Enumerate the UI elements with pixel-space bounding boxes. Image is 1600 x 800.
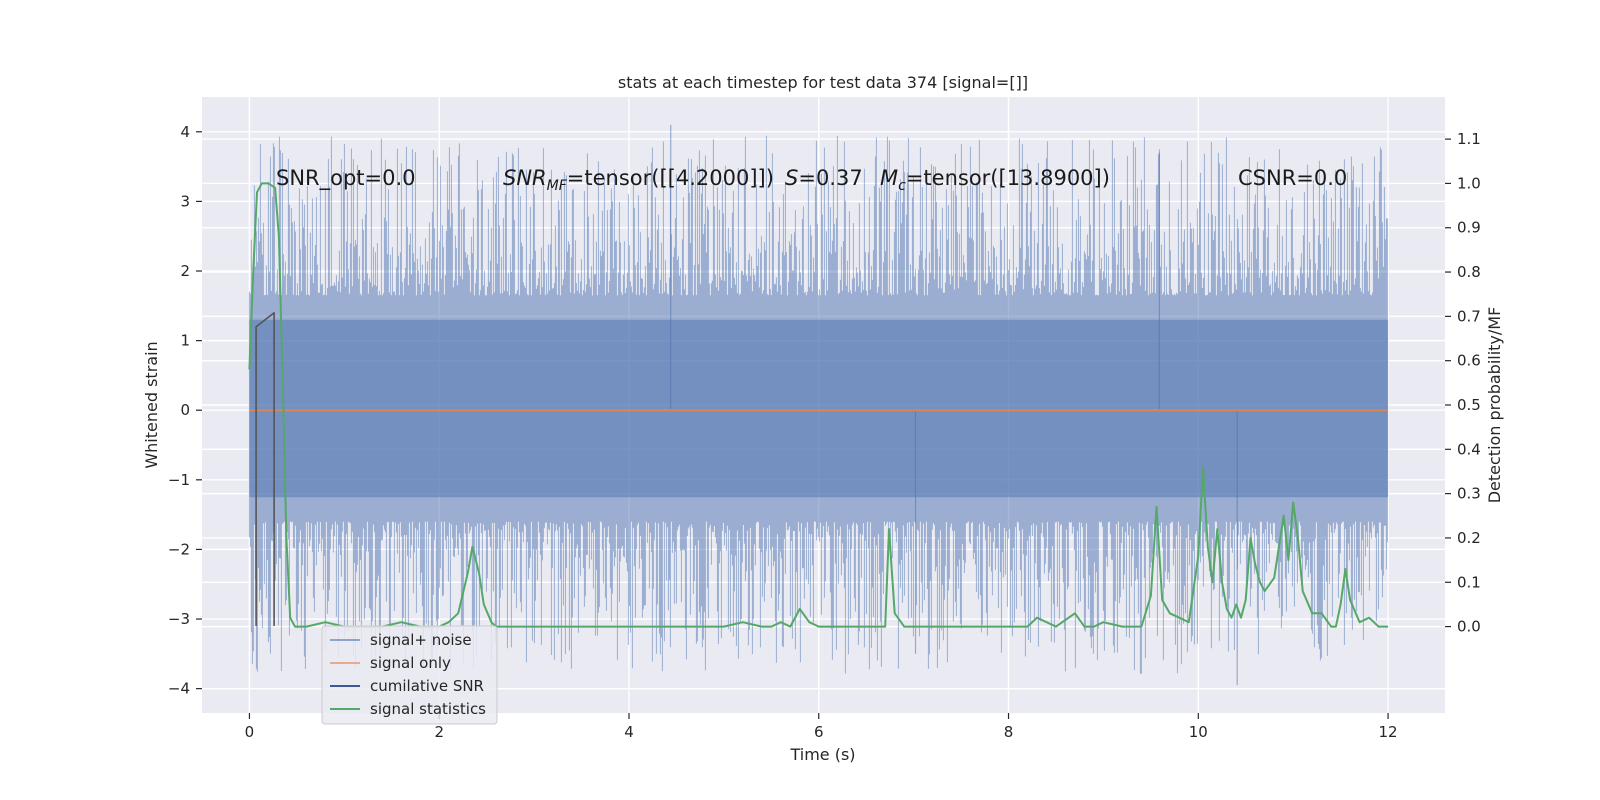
- y2-tick-label-0: 1.1: [1457, 130, 1481, 148]
- y2-tick-label-10: 0.1: [1457, 573, 1481, 591]
- y-tick-label-0: 4: [180, 123, 190, 141]
- annotation-snr-mf-sub: MF: [547, 178, 568, 194]
- annotation-s-symbol: S: [785, 166, 798, 190]
- y2-tick-label-1: 1.0: [1457, 174, 1481, 192]
- y2-axis-label: Detection probability/MF: [1485, 307, 1504, 504]
- y2-tick-label-6: 0.5: [1457, 396, 1481, 414]
- y2-tick-label-2: 0.9: [1457, 219, 1481, 237]
- y2-tick-label-4: 0.7: [1457, 307, 1481, 325]
- legend-label-2: cumilative SNR: [370, 677, 484, 695]
- x-tick-label-6: 12: [1379, 723, 1398, 741]
- y-tick-label-2: 2: [180, 262, 190, 280]
- y-tick-label-5: −1: [168, 471, 190, 489]
- x-tick-label-1: 2: [434, 723, 444, 741]
- y2-tick-label-3: 0.8: [1457, 263, 1481, 281]
- y-tick-label-3: 1: [180, 332, 190, 350]
- annotation-mc-value: =tensor([13.8900]): [906, 166, 1110, 190]
- x-tick-label-0: 0: [245, 723, 255, 741]
- y2-tick-label-7: 0.4: [1457, 440, 1481, 458]
- annotation-csnr: CSNR=0.0: [1238, 166, 1347, 190]
- x-tick-label-3: 6: [814, 723, 824, 741]
- annotation-mc: Mc=tensor([13.8900]): [880, 166, 1110, 194]
- y2-tick-label-8: 0.3: [1457, 485, 1481, 503]
- legend: signal+ noise signal only cumilative SNR si…: [321, 625, 498, 725]
- y2-tick-label-11: 0.0: [1457, 618, 1481, 636]
- y-tick-label-7: −3: [168, 610, 190, 628]
- series-line-signal-statistics: [248, 182, 1389, 628]
- x-axis-label: Time (s): [789, 745, 855, 764]
- annotations: SNR_opt=0.0 SNRMF=tensor([[4.2000]]) S=0…: [276, 166, 1347, 194]
- annotation-snr-mf-value: =tensor([[4.2000]]): [567, 166, 774, 190]
- annotation-snr-mf: SNRMF=tensor([[4.2000]]): [503, 166, 774, 194]
- annotation-snr-opt: SNR_opt=0.0: [276, 166, 416, 191]
- x-tick-label-5: 10: [1189, 723, 1208, 741]
- y2-tick-label-5: 0.6: [1457, 352, 1481, 370]
- y-tick-label-4: 0: [180, 401, 190, 419]
- y-axis-label: Whitened strain: [142, 341, 161, 468]
- series-signal-plus-noise: [248, 124, 1389, 686]
- y-tick-label-6: −2: [168, 540, 190, 558]
- y2-tick-label-9: 0.2: [1457, 529, 1481, 547]
- annotation-mc-sub: c: [898, 178, 906, 194]
- x-tick-label-2: 4: [624, 723, 634, 741]
- legend-label-0: signal+ noise: [370, 631, 472, 649]
- annotation-s-value: =0.37: [798, 166, 862, 190]
- annotation-snr-mf-prefix: SNR: [503, 166, 547, 190]
- y-tick-label-1: 3: [180, 192, 190, 210]
- series-layer: [248, 182, 1389, 628]
- axes: 0 2 4 6 8 10 1243210−1−2−3−41.11.00.90.80.70.6…: [168, 123, 1481, 741]
- legend-box: [321, 625, 498, 725]
- x-tick-label-4: 8: [1004, 723, 1014, 741]
- annotation-s: S=0.37: [785, 166, 863, 190]
- noise-spikes: [248, 135, 1388, 674]
- chart-title: stats at each timestep for test data 374…: [618, 73, 1028, 92]
- legend-label-3: signal statistics: [370, 700, 486, 718]
- legend-label-1: signal only: [370, 654, 451, 672]
- annotation-mc-symbol: M: [880, 166, 898, 190]
- y-tick-label-8: −4: [168, 680, 190, 698]
- series-line-cumilative-snr: [255, 311, 275, 626]
